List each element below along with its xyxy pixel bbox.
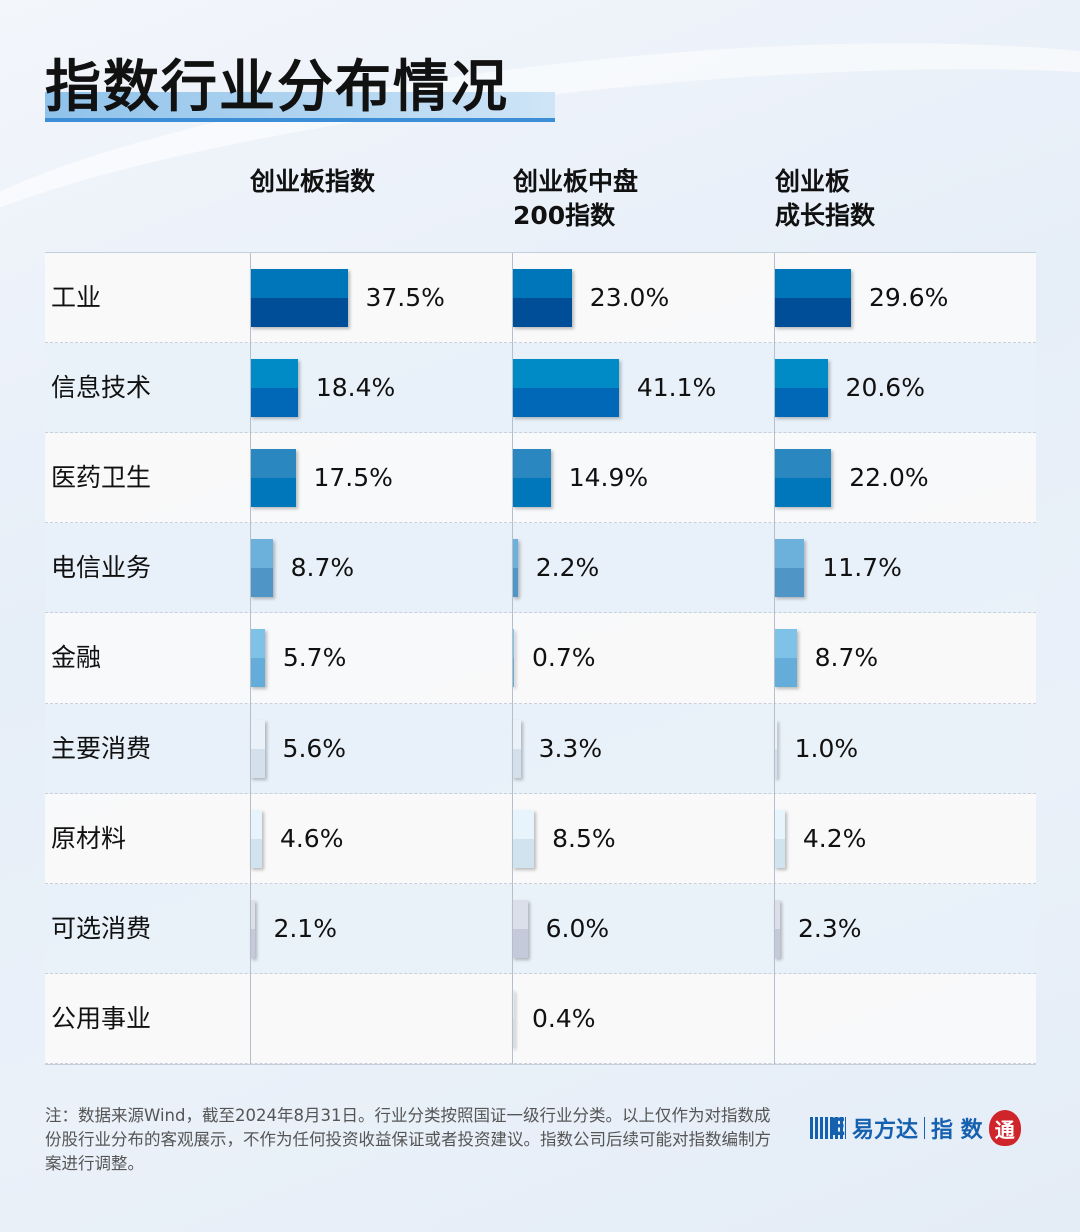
bar-2	[512, 809, 535, 868]
row-label: 医药卫生	[51, 463, 152, 493]
data-label: 8.7%	[814, 643, 879, 673]
column-header-1: 创业板指数	[250, 167, 376, 196]
footnote: 注：数据来源Wind，截至2024年8月31日。行业分类按照国证一级行业分类。以…	[45, 1106, 771, 1173]
row-label: 工业	[51, 283, 102, 312]
bar-2	[512, 449, 551, 508]
table-row: 电信业务 8.7% 2.2% 11.7%	[45, 523, 1036, 614]
table-row: 主要消费 5.6% 3.3% 1.0%	[45, 703, 1036, 794]
industry-table: 工业 37.5% 23.0% 29.6% 信息技术 18.4% 41.1% 20.6% 医药卫生…	[45, 252, 1036, 1065]
row-label: 金融	[51, 643, 102, 673]
table-row: 信息技术 18.4% 41.1% 20.6%	[45, 343, 1036, 434]
data-label: 0.4%	[532, 1003, 596, 1033]
row-label: 信息技术	[51, 373, 152, 403]
efund-logo-icon	[810, 1113, 846, 1141]
bar-3	[774, 629, 797, 688]
row-label: 主要消费	[51, 733, 152, 763]
row-label: 原材料	[51, 823, 127, 853]
table-row: 医药卫生 17.5% 14.9% 22.0%	[45, 433, 1036, 524]
bar-3	[774, 899, 780, 958]
data-label: 23.0%	[589, 283, 670, 312]
title-highlight	[45, 92, 555, 122]
data-label: 41.1%	[636, 373, 717, 403]
column-divider	[774, 253, 775, 1064]
row-label: 电信业务	[51, 553, 152, 583]
data-label: 18.4%	[315, 373, 396, 403]
data-label: 2.1%	[273, 913, 337, 943]
logo-divider	[924, 1117, 926, 1139]
bar-1	[250, 359, 298, 418]
table-row: 工业 37.5% 23.0% 29.6%	[45, 253, 1036, 344]
table-row: 原材料 4.6% 8.5% 4.2%	[45, 793, 1036, 884]
title-underline	[45, 118, 555, 122]
data-label: 29.6%	[868, 283, 949, 312]
data-label: 5.7%	[282, 643, 347, 673]
logo-brand: 易方达	[852, 1118, 919, 1143]
data-label: 1.0%	[794, 733, 859, 763]
data-label: 5.6%	[282, 733, 347, 763]
bar-2	[512, 899, 528, 958]
bar-1	[250, 809, 262, 868]
bar-2	[512, 269, 572, 328]
page-title: 指数行业分布情况	[45, 55, 509, 120]
data-label: 17.5%	[313, 463, 393, 493]
data-label: 22.0%	[849, 463, 929, 493]
data-label: 8.5%	[552, 823, 616, 853]
bar-1	[250, 629, 265, 688]
data-label: 14.9%	[568, 463, 649, 493]
bar-3	[774, 809, 785, 868]
bar-3	[774, 539, 805, 598]
column-divider	[512, 253, 513, 1064]
data-label: 2.2%	[535, 553, 600, 583]
column-header-3: 创业板 成长指数	[775, 167, 876, 230]
bar-2	[512, 629, 514, 688]
data-label: 20.6%	[845, 373, 925, 403]
seal-icon: 通	[988, 1110, 1021, 1146]
bar-1	[250, 899, 256, 958]
brand-logo: 易方达 指 数 通	[810, 1110, 1021, 1146]
bar-1	[250, 719, 265, 778]
bar-3	[774, 359, 828, 418]
data-label: 37.5%	[365, 283, 445, 312]
data-label: 11.7%	[822, 553, 902, 583]
table-row: 公用事业 0.4%	[45, 973, 1036, 1064]
bar-2	[512, 989, 514, 1048]
data-label: 2.3%	[797, 913, 862, 943]
bar-1	[250, 449, 296, 508]
data-label: 4.6%	[279, 823, 344, 853]
data-label: 0.7%	[532, 643, 596, 673]
bar-1	[250, 269, 348, 328]
row-label: 可选消费	[51, 913, 152, 943]
row-label: 公用事业	[51, 1003, 152, 1033]
logo-sub: 指 数	[931, 1118, 983, 1143]
bar-2	[512, 539, 518, 598]
bar-2	[512, 359, 619, 418]
column-header-2: 创业板中盘 200指数	[513, 167, 639, 230]
data-label: 8.7%	[290, 553, 355, 583]
table-row: 可选消费 2.1% 6.0% 2.3%	[45, 883, 1036, 974]
data-label: 3.3%	[538, 733, 603, 763]
bar-3	[774, 449, 832, 508]
bar-3	[774, 269, 851, 328]
table-row: 金融 5.7% 0.7% 8.7%	[45, 613, 1036, 704]
data-label: 6.0%	[545, 913, 610, 943]
bar-3	[774, 719, 777, 778]
bar-2	[512, 719, 521, 778]
column-divider	[250, 253, 251, 1064]
bar-1	[250, 539, 273, 598]
data-label: 4.2%	[802, 823, 867, 853]
